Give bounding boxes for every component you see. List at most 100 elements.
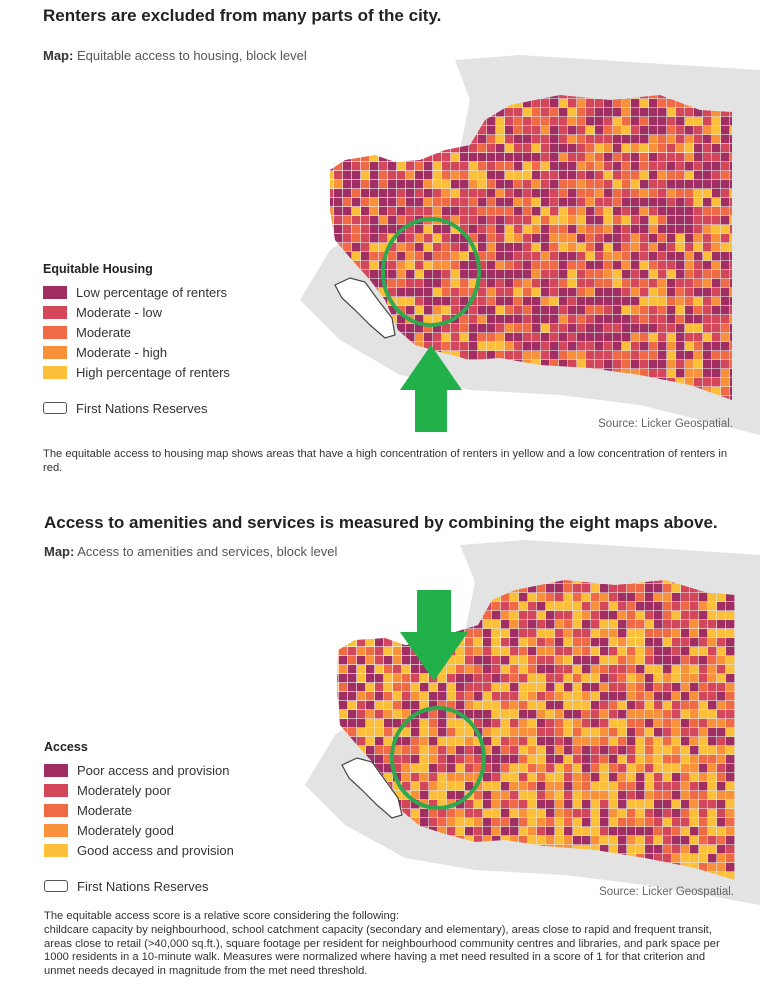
block-cell bbox=[595, 198, 604, 207]
block-cell bbox=[483, 800, 492, 809]
housing-choropleth-map[interactable] bbox=[0, 50, 760, 435]
block-cell bbox=[532, 144, 541, 153]
block-cell bbox=[501, 791, 510, 800]
block-cell bbox=[649, 135, 658, 144]
block-cell bbox=[532, 117, 541, 126]
block-cell bbox=[379, 126, 388, 135]
block-cell bbox=[438, 818, 447, 827]
block-cell bbox=[721, 198, 730, 207]
block-cell bbox=[496, 135, 505, 144]
block-cell bbox=[334, 387, 343, 396]
block-cell bbox=[447, 674, 456, 683]
block-cell bbox=[564, 764, 573, 773]
block-cell bbox=[717, 602, 726, 611]
block-cell bbox=[703, 162, 712, 171]
block-cell bbox=[402, 580, 411, 584]
block-cell bbox=[456, 674, 465, 683]
block-cell bbox=[384, 863, 393, 872]
block-cell bbox=[361, 117, 370, 126]
block-cell bbox=[528, 800, 537, 809]
block-cell bbox=[478, 207, 487, 216]
block-cell bbox=[483, 611, 492, 620]
block-cell bbox=[600, 692, 609, 701]
block-cell bbox=[577, 315, 586, 324]
block-cell bbox=[541, 126, 550, 135]
block-cell bbox=[442, 180, 451, 189]
block-cell bbox=[474, 701, 483, 710]
block-cell bbox=[645, 809, 654, 818]
block-cell bbox=[726, 854, 735, 863]
block-cell bbox=[721, 126, 730, 135]
block-cell bbox=[352, 171, 361, 180]
block-cell bbox=[649, 126, 658, 135]
block-cell bbox=[690, 827, 699, 836]
block-cell bbox=[352, 144, 361, 153]
block-cell bbox=[447, 710, 456, 719]
block-cell bbox=[334, 99, 343, 108]
block-cell bbox=[591, 710, 600, 719]
block-cell bbox=[366, 611, 375, 620]
block-cell bbox=[433, 270, 442, 279]
block-cell bbox=[402, 584, 411, 593]
block-cell bbox=[375, 683, 384, 692]
legend-item-reserves: First Nations Reserves bbox=[43, 398, 230, 418]
block-cell bbox=[654, 692, 663, 701]
block-cell bbox=[649, 333, 658, 342]
block-cell bbox=[627, 728, 636, 737]
block-cell bbox=[523, 306, 532, 315]
block-cell bbox=[447, 665, 456, 674]
block-cell bbox=[451, 126, 460, 135]
block-cell bbox=[654, 782, 663, 791]
block-cell bbox=[708, 836, 717, 845]
legend-item: Moderate - high bbox=[43, 342, 230, 362]
block-cell bbox=[699, 755, 708, 764]
block-cell bbox=[712, 324, 721, 333]
block-cell bbox=[442, 144, 451, 153]
block-cell bbox=[721, 297, 730, 306]
block-cell bbox=[528, 764, 537, 773]
block-cell bbox=[348, 602, 357, 611]
block-cell bbox=[330, 117, 334, 126]
block-cell bbox=[577, 306, 586, 315]
block-cell bbox=[712, 189, 721, 198]
block-cell bbox=[501, 656, 510, 665]
block-cell bbox=[573, 656, 582, 665]
block-cell bbox=[649, 261, 658, 270]
block-cell bbox=[478, 198, 487, 207]
block-cell bbox=[631, 324, 640, 333]
block-cell bbox=[613, 171, 622, 180]
block-cell bbox=[699, 845, 708, 854]
block-cell bbox=[460, 396, 469, 400]
block-cell bbox=[478, 234, 487, 243]
block-cell bbox=[667, 315, 676, 324]
block-cell bbox=[712, 297, 721, 306]
block-cell bbox=[337, 602, 339, 611]
block-cell bbox=[388, 144, 397, 153]
block-cell bbox=[343, 360, 352, 369]
block-cell bbox=[618, 737, 627, 746]
block-cell bbox=[645, 854, 654, 863]
block-cell bbox=[429, 818, 438, 827]
block-cell bbox=[640, 315, 649, 324]
block-cell bbox=[649, 324, 658, 333]
block-cell bbox=[721, 315, 730, 324]
block-cell bbox=[631, 117, 640, 126]
block-cell bbox=[676, 288, 685, 297]
block-cell bbox=[546, 755, 555, 764]
block-cell bbox=[582, 710, 591, 719]
block-cell bbox=[681, 701, 690, 710]
block-cell bbox=[370, 378, 379, 387]
block-cell bbox=[393, 791, 402, 800]
block-cell bbox=[330, 189, 334, 198]
block-cell bbox=[406, 135, 415, 144]
block-cell bbox=[667, 144, 676, 153]
block-cell bbox=[519, 818, 528, 827]
block-cell bbox=[411, 692, 420, 701]
block-cell bbox=[663, 701, 672, 710]
block-cell bbox=[352, 216, 361, 225]
access-choropleth-map[interactable] bbox=[0, 540, 760, 905]
block-cell bbox=[510, 638, 519, 647]
block-cell bbox=[384, 728, 393, 737]
block-cell bbox=[330, 387, 334, 396]
block-cell bbox=[456, 881, 464, 889]
